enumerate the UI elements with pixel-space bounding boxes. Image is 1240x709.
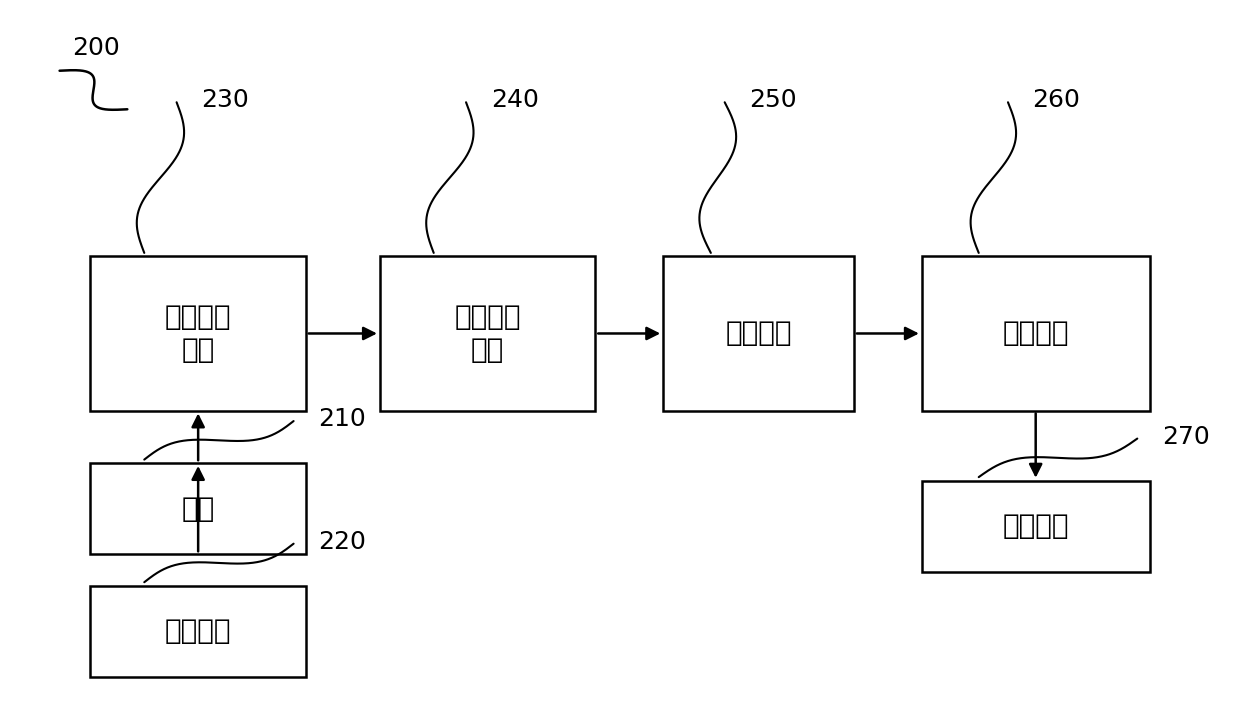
FancyBboxPatch shape — [91, 463, 306, 554]
FancyBboxPatch shape — [91, 257, 306, 411]
Text: 驱动电路: 驱动电路 — [165, 618, 232, 645]
Text: 250: 250 — [749, 88, 797, 112]
Text: 270: 270 — [1162, 425, 1210, 449]
Text: 灯具: 灯具 — [181, 495, 215, 523]
FancyBboxPatch shape — [91, 586, 306, 677]
Text: 220: 220 — [319, 530, 366, 554]
Text: 240: 240 — [491, 88, 538, 112]
Text: 处理模块: 处理模块 — [1002, 320, 1069, 347]
Text: 半波检测
模块: 半波检测 模块 — [454, 303, 521, 364]
FancyBboxPatch shape — [663, 257, 854, 411]
Text: 半波提取
模块: 半波提取 模块 — [165, 303, 232, 364]
FancyBboxPatch shape — [921, 257, 1149, 411]
Text: 储存模块: 储存模块 — [725, 320, 792, 347]
Text: 指示模块: 指示模块 — [1002, 512, 1069, 540]
Text: 210: 210 — [319, 407, 366, 431]
Text: 260: 260 — [1033, 88, 1080, 112]
Text: 200: 200 — [72, 35, 119, 60]
FancyBboxPatch shape — [921, 481, 1149, 571]
Text: 230: 230 — [201, 88, 249, 112]
FancyBboxPatch shape — [379, 257, 595, 411]
